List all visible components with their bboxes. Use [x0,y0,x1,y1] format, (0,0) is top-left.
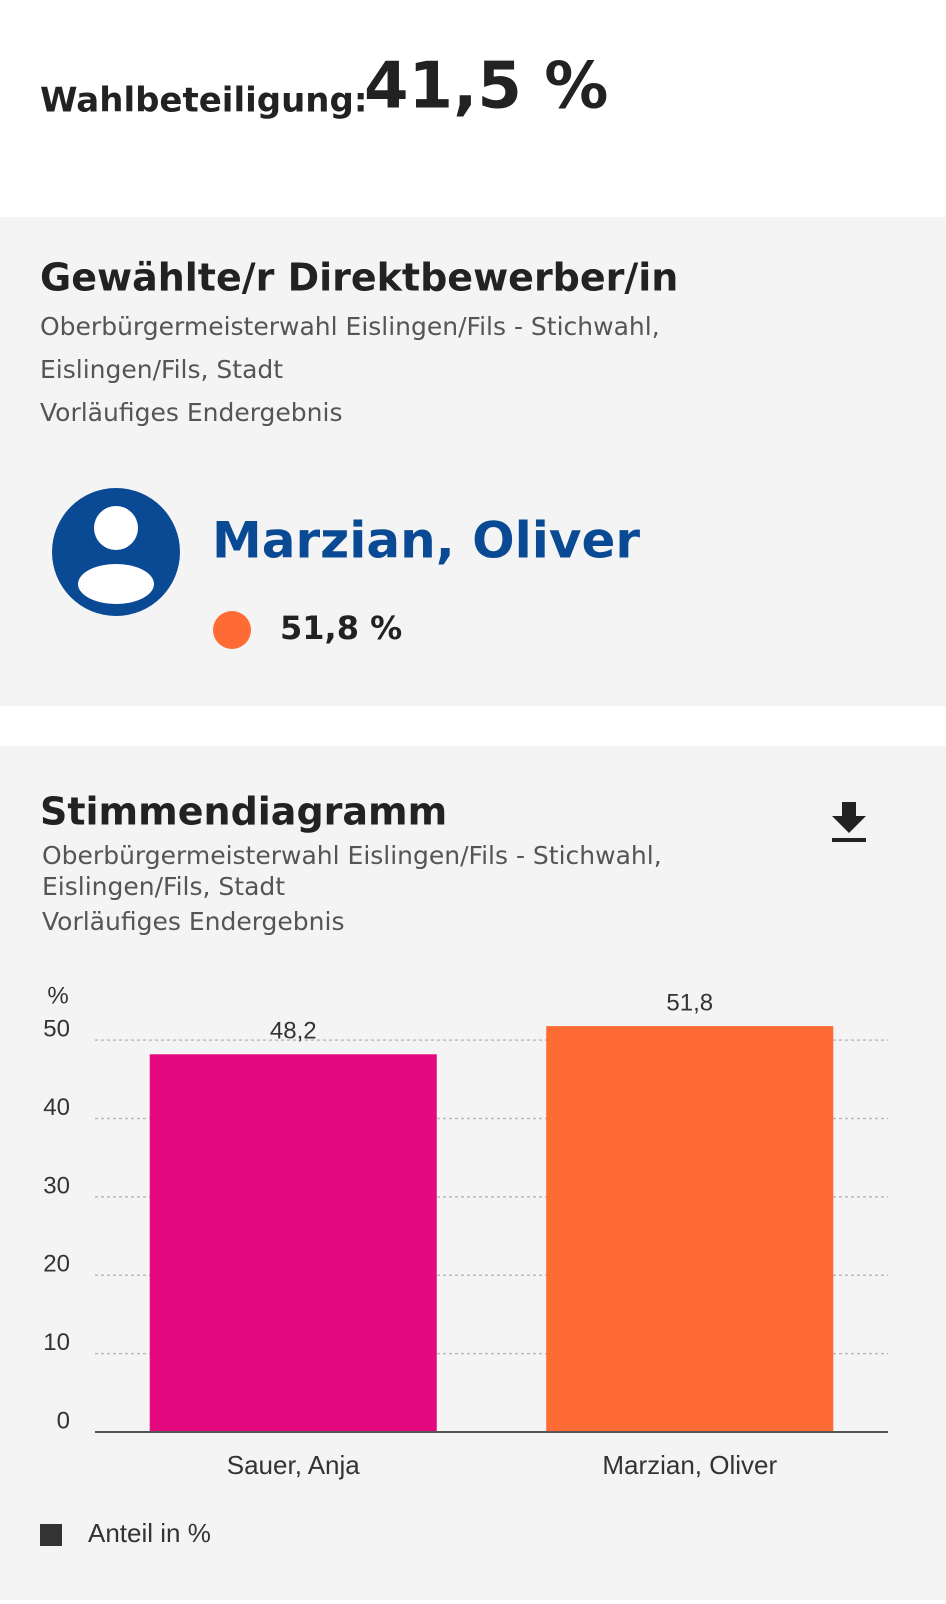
y-tick-label: 10 [43,1329,70,1356]
bar [149,1054,437,1432]
download-button[interactable] [832,802,866,842]
avatar-icon [52,488,180,616]
y-tick-label: 40 [43,1094,70,1121]
y-tick-label: 0 [57,1407,70,1434]
legend-label: Anteil in % [88,1518,211,1548]
elected-subtitle: Vorläufiges Endergebnis [40,398,342,427]
turnout-label: Wahlbeteiligung: [40,81,367,121]
bar [546,1026,834,1432]
turnout-value: 41,5 % [364,50,608,124]
y-axis-label: % [47,982,68,1009]
y-tick-label: 20 [43,1251,70,1278]
elected-share: 51,8 % [280,609,402,647]
x-tick-label: Marzian, Oliver [602,1450,777,1480]
y-tick-label: 30 [43,1172,70,1199]
elected-name: Marzian, Oliver [212,512,640,570]
chart-subtitle: Eislingen/Fils, Stadt [42,872,285,901]
value-label: 51,8 [666,989,713,1016]
elected-panel [0,217,946,706]
legend-swatch [40,1524,62,1546]
elected-subtitle: Oberbürgermeisterwahl Eislingen/Fils - S… [40,312,660,341]
y-tick-label: 50 [43,1016,70,1043]
elected-title: Gewählte/r Direktbewerber/in [40,256,678,300]
elected-subtitle: Eislingen/Fils, Stadt [40,355,283,384]
value-label: 48,2 [270,1018,317,1045]
chart-subtitle: Vorläufiges Endergebnis [42,907,344,936]
party-dot [213,611,251,649]
x-tick-label: Sauer, Anja [227,1450,361,1480]
chart-title: Stimmendiagramm [40,790,447,834]
chart-subtitle: Oberbürgermeisterwahl Eislingen/Fils - S… [42,841,662,870]
